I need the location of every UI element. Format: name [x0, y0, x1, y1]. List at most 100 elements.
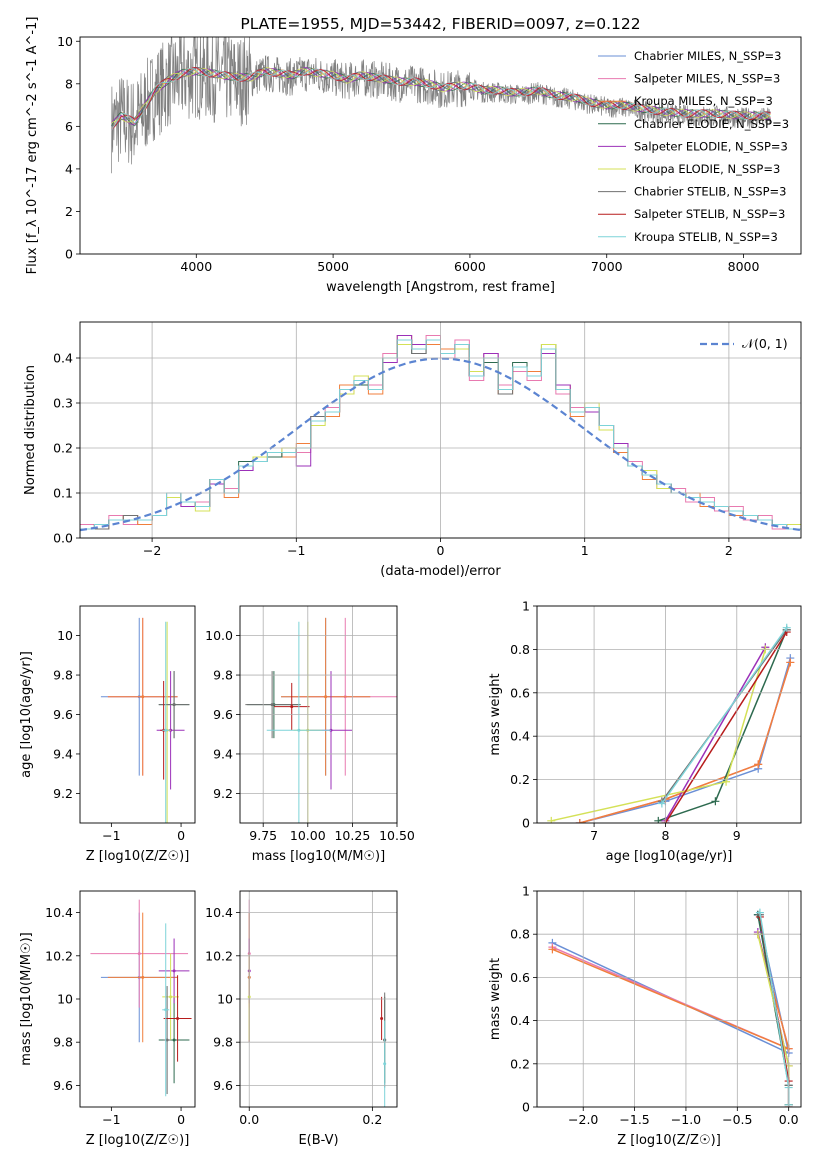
axes-frame — [79, 890, 196, 1108]
y-tick-label: 10 — [57, 34, 73, 49]
y-axis-label: Normed distribution — [23, 365, 38, 495]
y-tick-label: 0.4 — [510, 729, 530, 744]
y-tick-label: 9.8 — [53, 668, 73, 683]
data-point — [380, 1016, 384, 1020]
data-point — [176, 1016, 180, 1020]
y-tick-label: 9.8 — [53, 1035, 73, 1050]
y-tick-label: 0 — [522, 1100, 530, 1115]
y-tick-label: 0.1 — [53, 486, 73, 501]
y-tick-label: 10.2 — [45, 948, 73, 963]
mass_weight_vs_age-plot-area — [547, 623, 795, 823]
mass_vs_Z-plot-area — [90, 899, 192, 1097]
x-tick-label: 5000 — [317, 259, 349, 274]
y-tick-label: 0.2 — [510, 772, 530, 787]
y-tick-label: 10.4 — [205, 905, 233, 920]
y-tick-label: 0 — [65, 247, 73, 262]
mass-weight-line — [757, 934, 790, 1105]
mass-weight-marker — [754, 760, 763, 769]
model-spectrum-line — [111, 67, 771, 127]
y-tick-label: 9.6 — [53, 707, 73, 722]
y-tick-label: 9.6 — [213, 1078, 233, 1093]
x-tick-label: −1 — [102, 1112, 120, 1127]
y-tick-label: 0.6 — [510, 685, 530, 700]
y-tick-label: 0.0 — [53, 531, 73, 546]
y-axis-label: mass weight — [488, 958, 503, 1040]
mass-weight-marker — [755, 908, 764, 917]
y-tick-label: 0.8 — [510, 642, 530, 657]
y-tick-label: 0.8 — [510, 927, 530, 942]
y-tick-label: 0.4 — [53, 351, 73, 366]
y-tick-label: 0.3 — [53, 396, 73, 411]
legend-entry: 𝒩(0, 1) — [742, 336, 788, 351]
y-tick-label: 9.8 — [213, 668, 233, 683]
x-tick-label: 0 — [437, 543, 445, 558]
mass-weight-marker — [654, 816, 663, 823]
axes-frame — [536, 605, 802, 824]
mass-weight-line — [552, 934, 790, 1051]
y-axis-label: mass [log10(M/M☉)] — [19, 932, 34, 1065]
model-spectrum-line — [111, 66, 771, 125]
mass-weight-marker — [722, 777, 731, 786]
mass-weight-line — [552, 934, 790, 1050]
x-axis-label: mass [log10(M/M☉)] — [252, 849, 385, 864]
data-point — [137, 952, 141, 956]
data-point — [172, 1038, 176, 1042]
y-tick-label: 2 — [65, 204, 73, 219]
data-point — [270, 703, 274, 707]
y-tick-label: 9.4 — [213, 746, 233, 761]
x-tick-label: 0.0 — [779, 1112, 799, 1127]
y-tick-label: 9.6 — [213, 707, 233, 722]
y-axis-label: age [log10(age/yr)] — [19, 651, 34, 778]
x-tick-label: −1.0 — [671, 1112, 701, 1127]
x-tick-label: 10.00 — [290, 828, 326, 843]
chart-title: PLATE=1955, MJD=53442, FIBERID=0097, z=0… — [240, 15, 640, 33]
x-tick-label: 2 — [725, 543, 733, 558]
y-tick-label: 8 — [65, 76, 73, 91]
data-point — [164, 1008, 168, 1012]
legend-entry: Chabrier MILES, N_SSP=3 — [634, 49, 781, 63]
y-tick-label: 9.2 — [213, 786, 233, 801]
age_vs_Z-plot-area — [100, 617, 190, 823]
x-tick-label: −2 — [143, 543, 161, 558]
legend-entry: Salpeter MILES, N_SSP=3 — [634, 72, 780, 86]
x-tick-label: −1 — [287, 543, 305, 558]
axes-frame — [239, 605, 398, 824]
data-point — [297, 728, 301, 732]
x-tick-label: −1 — [102, 828, 120, 843]
mass-weight-line — [551, 649, 767, 822]
data-point — [164, 728, 168, 732]
x-axis-label: age [log10(age/yr)] — [606, 849, 733, 864]
axes-frame — [79, 605, 196, 824]
x-tick-label: 9 — [733, 828, 741, 843]
mass-weight-line — [757, 931, 790, 1105]
y-tick-label: 10.0 — [205, 628, 233, 643]
y-tick-label: 9.4 — [53, 746, 73, 761]
x-tick-label: 1 — [581, 543, 589, 558]
data-point — [172, 703, 176, 707]
y-tick-label: 10 — [57, 992, 73, 1007]
mass-weight-line — [664, 646, 766, 822]
y-tick-label: 10 — [57, 628, 73, 643]
mass-weight-line — [759, 916, 790, 1107]
data-point — [383, 1062, 387, 1066]
x-tick-label: 9.75 — [249, 828, 277, 843]
axes-frame — [536, 890, 802, 1108]
x-axis-label: (data-model)/error — [380, 564, 501, 579]
axes-frame — [239, 890, 398, 1108]
legend-entry: Salpeter ELODIE, N_SSP=3 — [634, 139, 788, 153]
data-point — [324, 695, 328, 699]
mass-weight-marker — [782, 623, 791, 632]
legend-entry: Kroupa STELIB, N_SSP=3 — [634, 230, 778, 244]
data-point — [169, 995, 173, 999]
mass-weight-marker — [786, 658, 795, 667]
mass-weight-marker — [575, 819, 584, 823]
y-tick-label: 1 — [522, 599, 530, 614]
x-axis-label: Z [log10(Z/Z☉)] — [617, 1133, 721, 1148]
y-tick-label: 10.4 — [45, 905, 73, 920]
model-spectrum-line — [111, 67, 771, 131]
y-tick-label: 1 — [522, 884, 530, 899]
y-tick-label: 0 — [522, 816, 530, 831]
mass-weight-marker — [657, 799, 666, 808]
model-spectrum-line — [111, 67, 771, 130]
